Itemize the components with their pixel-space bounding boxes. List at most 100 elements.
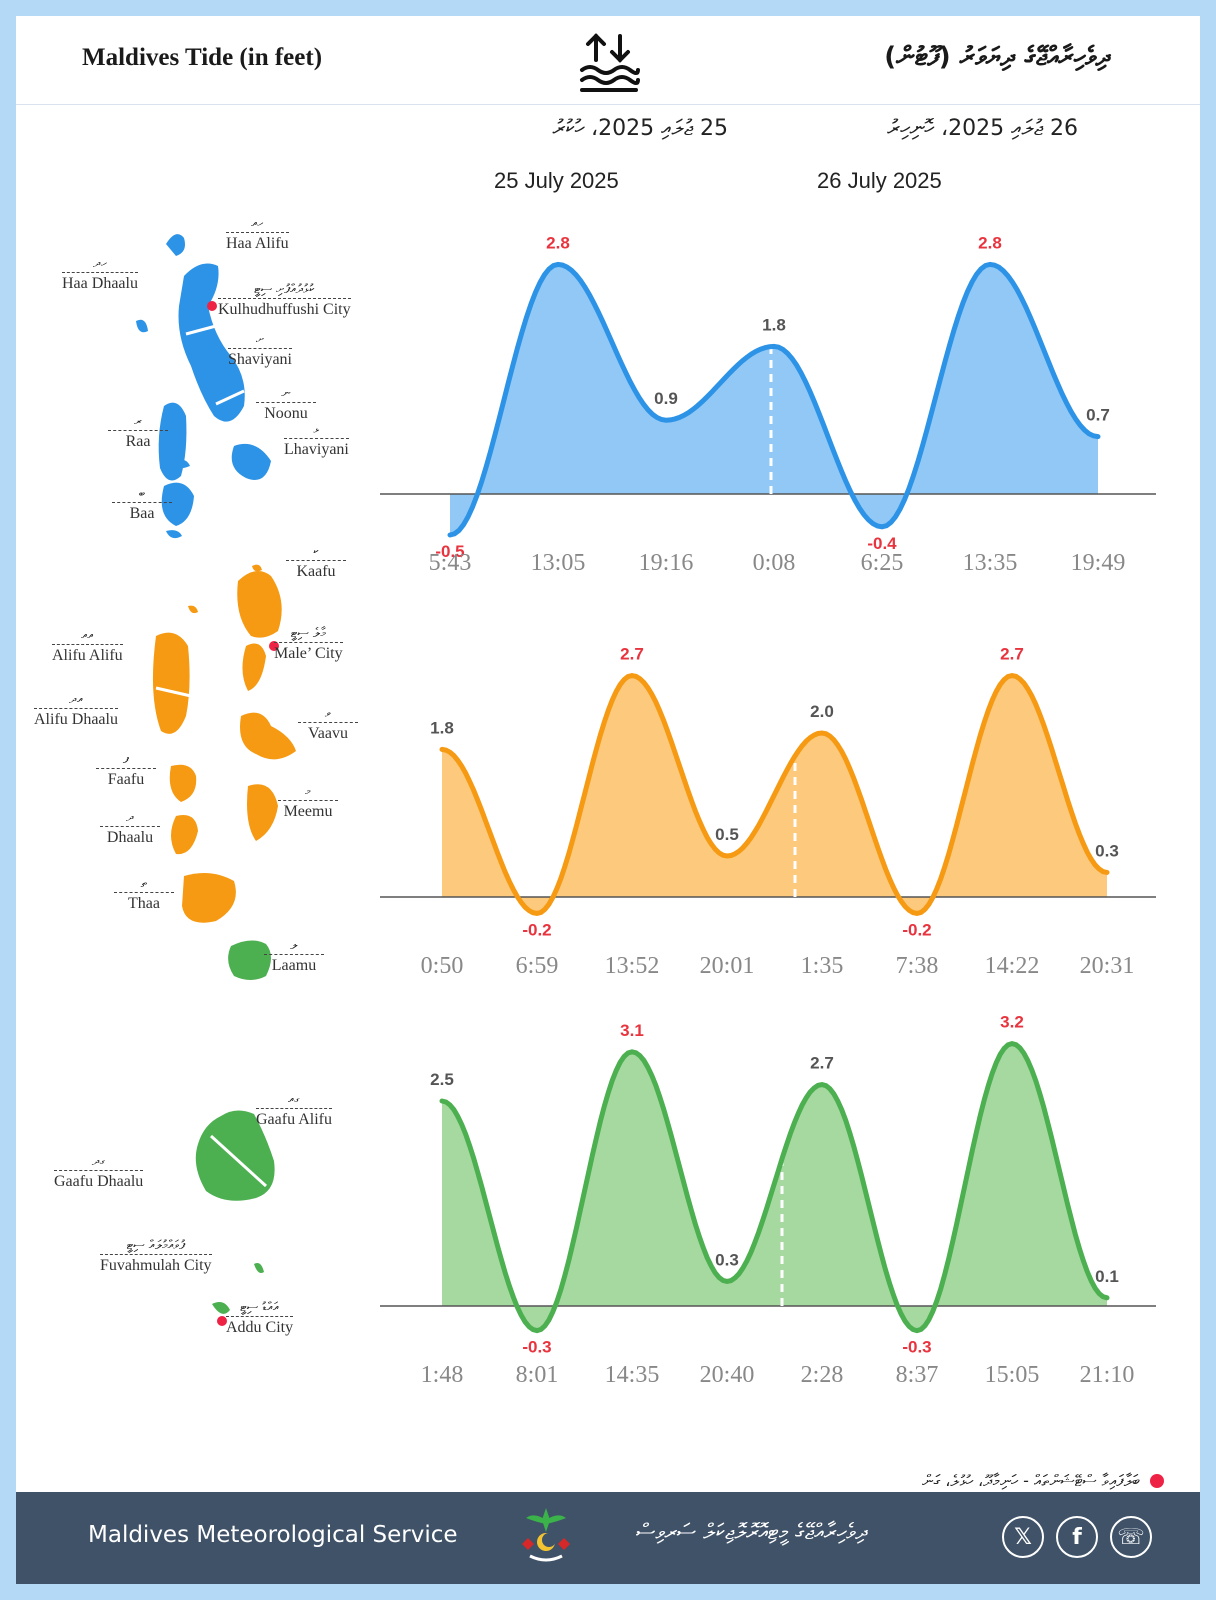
tide-charts: -0.55:43 2.8 13:05 0.9 19:16 1.8 0:08 -0.46:25 2…	[380, 232, 1156, 1388]
tide-point	[449, 534, 451, 536]
atoll-addu-shape	[212, 1302, 230, 1314]
tide-point	[631, 674, 633, 677]
tide-point	[916, 1329, 918, 1332]
atoll-fuvahmulah-shape	[254, 1263, 264, 1273]
tide-point	[726, 855, 728, 857]
tide-value-label: 2.0	[810, 702, 834, 721]
atoll-gaafu-shape	[195, 1110, 275, 1201]
infographic-card: Maldives Tide (in feet) ދިވެހިރާއްޖޭގެ ދ…	[16, 16, 1200, 1492]
tide-point	[1011, 1042, 1013, 1045]
atoll-meemu-shape	[247, 784, 278, 841]
atoll-alifu-shape	[152, 632, 190, 734]
atoll-label-baa: ބ Baa	[112, 486, 172, 523]
date-day1-dhivehi: 25 ޖުލައި 2025، ހުކުރު	[552, 116, 728, 141]
tide-value-label: 0.9	[654, 389, 678, 408]
tide-point	[881, 525, 883, 528]
atoll-label-alifu-dhaalu: އދ Alifu Dhaalu	[34, 692, 118, 728]
atoll-baa-goidhoo-shape	[166, 530, 182, 539]
date-day2-dhivehi: 26 ޖުލައި 2025، ހޮނިހިރު	[887, 116, 1078, 141]
date-day1: 25 July 2025	[494, 168, 619, 193]
atoll-label-addu: އައްޑު ސިޓީ Addu City	[226, 1300, 294, 1336]
atoll-label-raa: ރ Raa	[108, 414, 168, 451]
atoll-label-alifu-alifu: އއ Alifu Alifu	[52, 628, 123, 664]
tide-point	[1106, 871, 1108, 874]
atoll-male-city-shape	[242, 643, 266, 691]
tide-value-label: 2.7	[1000, 645, 1024, 664]
tide-point	[557, 263, 559, 266]
tide-line-central	[439, 673, 1110, 916]
tide-time-label: 1:48	[421, 1362, 464, 1388]
tide-value-label: -0.3	[902, 1338, 931, 1357]
tide-point	[1097, 435, 1099, 438]
tide-value-label: 1.8	[762, 315, 786, 334]
atoll-raa-goidhoo-shape	[171, 459, 190, 469]
header: Maldives Tide (in feet) ދިވެހިރާއްޖޭގެ ދ…	[16, 16, 1200, 105]
tide-point	[536, 912, 538, 915]
emblem-icon	[522, 1508, 570, 1562]
tide-value-label: 2.8	[978, 233, 1002, 252]
tide-time-label: 8:37	[896, 1362, 939, 1388]
maldives-map	[136, 234, 296, 1326]
tide-time-label: 7:38	[896, 953, 939, 979]
tide-time-label: 13:52	[605, 953, 660, 979]
atoll-laamu-shape	[228, 940, 271, 980]
tide-time-label: 19:49	[1071, 550, 1126, 576]
whatsapp-icon[interactable]: ☏	[1110, 1516, 1152, 1558]
tide-time-label: 6:59	[516, 953, 559, 979]
atoll-label-meemu: މ Meemu	[278, 784, 338, 821]
tide-time-label: 20:40	[700, 1362, 755, 1388]
tide-point	[821, 1083, 823, 1086]
tide-value-label: 2.5	[430, 1070, 454, 1089]
atoll-label-kulhudhuffushi: ކުޅުދުއްފުށި ސިޓީ Kulhudhuffushi City	[218, 282, 351, 318]
atoll-dhaalu-shape	[171, 815, 198, 855]
tide-time-label: 13:35	[963, 550, 1018, 576]
footer-org-name: Maldives Meteorological Service	[88, 1522, 458, 1548]
atoll-makunudhoo-shape	[136, 319, 148, 333]
tide-time-label: 19:16	[639, 550, 694, 576]
tide-value-label: 3.1	[620, 1021, 644, 1040]
atoll-haa-alifu-shape	[166, 234, 185, 256]
tide-value-label: 1.8	[430, 718, 454, 737]
tide-point	[726, 1280, 728, 1283]
tide-value-label: 0.3	[1095, 841, 1119, 860]
atoll-thaa-shape	[182, 872, 236, 923]
facebook-icon[interactable]: f	[1056, 1516, 1098, 1558]
station-dot-legend-icon	[1150, 1474, 1164, 1488]
atoll-label-haa-alifu: ހއ Haa Alifu	[226, 216, 289, 252]
tide-value-label: -0.5	[435, 542, 464, 561]
tide-time-label: 1:35	[801, 953, 844, 979]
x-icon[interactable]: 𝕏	[1002, 1516, 1044, 1558]
tide-point	[441, 748, 443, 751]
tide-time-label: 5:43	[429, 550, 472, 576]
atoll-label-lhaviyani: ޅ Lhaviyani	[284, 422, 349, 458]
date-day2: 26 July 2025	[817, 168, 942, 193]
tide-value-label: 0.1	[1095, 1267, 1119, 1286]
atoll-kaafu-shape	[237, 571, 282, 638]
station-gan-dot	[217, 1316, 227, 1326]
tide-value-label: 3.2	[1000, 1013, 1024, 1032]
tide-icon	[580, 33, 640, 92]
tide-point	[916, 912, 918, 915]
tide-point	[441, 1100, 443, 1102]
tide-line-south	[439, 1040, 1110, 1334]
atoll-lhaviyani-shape	[231, 443, 271, 480]
tide-time-label: 0:08	[753, 550, 796, 576]
atoll-rasdhoo-shape	[188, 605, 198, 614]
tide-value-label: -0.3	[522, 1338, 551, 1357]
station-hulhule-dot	[269, 641, 279, 651]
tide-value-label: 2.7	[620, 645, 644, 664]
atoll-label-male-city: މާލެ ސިޓީ Male’ City	[274, 626, 343, 662]
atoll-gaafaru-shape	[252, 564, 262, 572]
tide-value-label: -0.4	[867, 534, 897, 553]
atoll-vaavu-shape	[240, 712, 296, 760]
tide-time-label: 14:35	[605, 1362, 660, 1388]
atoll-label-fuvahmulah: ފުވައްމުލައް ސިޓީ Fuvahmulah City	[100, 1238, 212, 1274]
tide-point	[665, 419, 667, 422]
tide-value-label: 2.8	[546, 233, 570, 252]
tide-time-label: 20:31	[1080, 953, 1135, 979]
tide-point	[989, 263, 991, 266]
station-hanimaadhoo-dot	[207, 301, 217, 311]
atoll-label-noonu: ނ Noonu	[256, 386, 316, 423]
tide-point	[773, 345, 775, 348]
tide-point	[536, 1329, 538, 1332]
